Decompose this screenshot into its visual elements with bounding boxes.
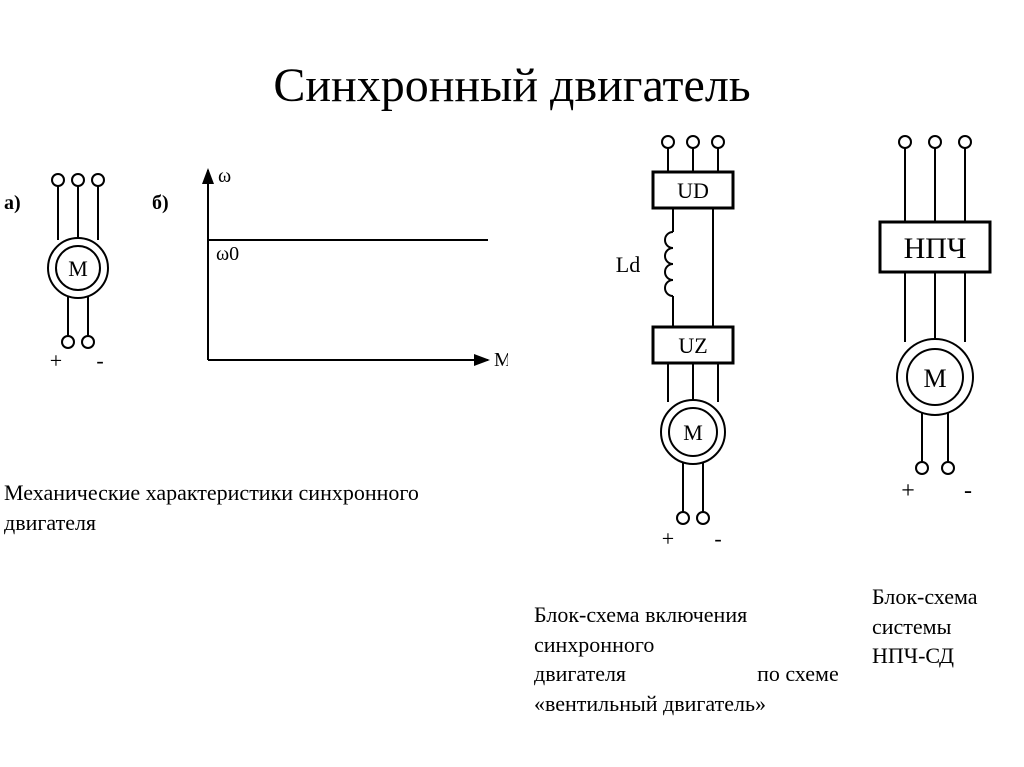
minus-d: -: [964, 478, 972, 504]
page: Синхронный двигатель a) б) M + -: [0, 0, 1024, 767]
box-uz-label: UZ: [678, 333, 707, 358]
caption-right: Блок-схема системы НПЧ-СД: [872, 582, 1012, 671]
plus-d: +: [901, 478, 915, 504]
diagram-d-npch: НПЧ M + -: [860, 132, 1010, 552]
box-ud-label: UD: [677, 178, 709, 203]
x-axis-label: M: [494, 349, 508, 371]
plus-a: +: [50, 348, 62, 373]
y-axis-label: ω: [218, 165, 231, 187]
plus-c: +: [662, 526, 674, 551]
caption-mid-line2b: по схеме: [757, 661, 839, 686]
caption-mid-line2a: двигателя: [534, 661, 626, 686]
caption-mid: Блок-схема включения синхронного двигате…: [534, 600, 854, 719]
caption-right-line1: Блок-схема: [872, 584, 978, 609]
caption-mid-line3: «вентильный двигатель»: [534, 691, 766, 716]
omega0-label: ω0: [216, 243, 239, 265]
caption-right-line2: системы: [872, 614, 951, 639]
diagram-c-ventil: UD Ld UZ M + -: [598, 132, 778, 582]
caption-right-line3: НПЧ-СД: [872, 643, 954, 668]
inductor-ld-label: Ld: [616, 252, 640, 277]
caption-mid-line1: Блок-схема включения синхронного: [534, 602, 747, 657]
panel-a-label: a): [4, 192, 21, 215]
panel-b-label: б): [152, 192, 169, 215]
diagram-b-graph: ω M ω0: [188, 160, 508, 390]
diagram-a-motor: M + -: [28, 168, 128, 388]
motor-c-letter: M: [683, 420, 703, 445]
minus-a: -: [96, 348, 103, 373]
page-title: Синхронный двигатель: [0, 58, 1024, 113]
motor-a-letter: M: [68, 256, 88, 281]
box-npch-label: НПЧ: [904, 232, 967, 265]
caption-left: Механические характеристики синхронного …: [4, 478, 444, 537]
minus-c: -: [714, 526, 721, 551]
motor-d-letter: M: [923, 364, 946, 393]
